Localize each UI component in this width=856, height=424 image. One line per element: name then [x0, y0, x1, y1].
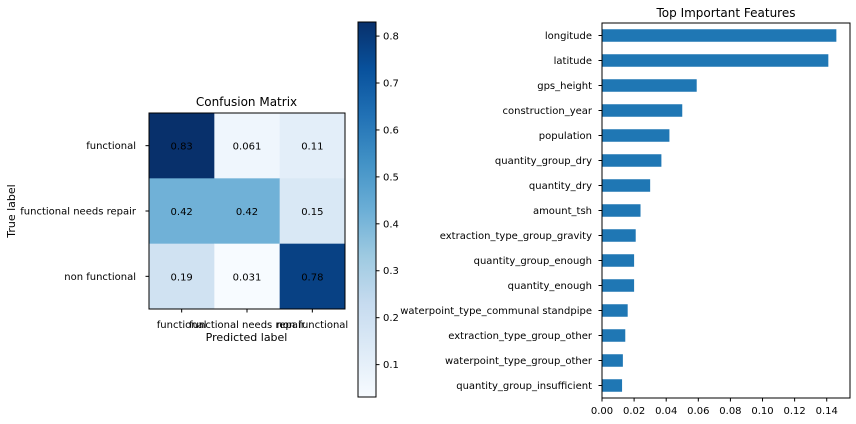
cm-cell	[214, 243, 281, 310]
colorbar-ticks: 0.1 0.2 0.3 0.4 0.5 0.6 0.7 0.8	[376, 32, 399, 371]
confusion-matrix-chart: Confusion Matrix 0.83 0.061 0.110.42 0.42 0.…	[5, 95, 348, 344]
cm-cell	[279, 178, 346, 245]
fi-y-tick-label: extraction_type_group_gravity	[440, 231, 592, 242]
fi-bar	[602, 354, 623, 367]
colorbar-tick-label: 0.2	[383, 313, 399, 324]
fi-x-tick-label: 0.14	[816, 406, 838, 417]
colorbar-tick-label: 0.3	[383, 266, 399, 277]
cm-cell	[149, 178, 215, 245]
fi-y-tick-label: quantity_group_insufficient	[456, 381, 592, 392]
colorbar-tick-label: 0.6	[383, 125, 399, 136]
fi-bar	[602, 79, 697, 92]
fi-y-tick-label: quantity_dry	[529, 181, 592, 192]
fi-bar	[602, 379, 623, 392]
fi-bars	[602, 29, 837, 392]
cm-cell	[214, 178, 281, 245]
cm-cell-value: 0.031	[233, 272, 262, 283]
fi-y-tick-label: amount_tsh	[533, 206, 592, 217]
cm-cell-value: 0.061	[233, 142, 262, 153]
colorbar-tick-label: 0.4	[383, 219, 399, 230]
cm-cell-value: 0.11	[301, 142, 323, 153]
fi-x-tick-label: 0.12	[783, 406, 805, 417]
fi-y-ticks: longitude latitude gps_height construction_…	[400, 31, 602, 392]
cm-title: Confusion Matrix	[196, 95, 297, 109]
cm-xlabel: Predicted label	[206, 331, 288, 344]
fi-bar	[602, 204, 641, 217]
fi-x-tick-label: 0.08	[719, 406, 741, 417]
fi-y-tick-label: longitude	[545, 31, 592, 42]
fi-x-tick-label: 0.02	[623, 406, 645, 417]
fi-bar	[602, 179, 651, 192]
fi-bar	[602, 254, 635, 267]
cm-cell-value: 0.19	[171, 272, 193, 283]
fi-title: Top Important Features	[656, 6, 796, 20]
cm-y-tick-label: non functional	[64, 272, 136, 283]
colorbar-gradient	[357, 21, 377, 398]
fi-y-tick-label: population	[539, 131, 592, 142]
colorbar: 0.1 0.2 0.3 0.4 0.5 0.6 0.7 0.8	[357, 21, 399, 398]
cm-cell	[279, 113, 346, 179]
cm-x-tick-label: functional	[157, 320, 207, 331]
cm-cell	[214, 113, 281, 179]
fi-bar	[602, 104, 683, 117]
fi-x-tick-label: 0.10	[751, 406, 773, 417]
colorbar-tick-label: 0.5	[383, 172, 399, 183]
colorbar-tick-label: 0.7	[383, 79, 399, 90]
cm-x-tick-label: functional needs repair	[189, 320, 306, 331]
cm-cell-value: 0.83	[171, 142, 193, 153]
cm-y-tick-label: functional needs repair	[20, 207, 137, 218]
cm-cell	[149, 113, 215, 179]
fi-bar	[602, 54, 829, 67]
fi-x-tick-label: 0.00	[591, 406, 613, 417]
fi-y-tick-label: quantity_group_dry	[495, 156, 592, 167]
fi-y-tick-label: latitude	[554, 56, 592, 67]
cm-y-tick-label: functional	[86, 141, 136, 152]
cm-ylabel: True label	[5, 184, 18, 238]
cm-cell-value: 0.78	[301, 272, 323, 283]
cm-cell-value: 0.15	[301, 207, 323, 218]
fi-x-tick-label: 0.04	[655, 406, 677, 417]
colorbar-tick-label: 0.1	[383, 360, 399, 371]
fi-y-tick-label: waterpoint_type_communal standpipe	[400, 306, 592, 317]
cm-cell	[279, 243, 346, 310]
fi-x-tick-label: 0.06	[687, 406, 709, 417]
cm-cells: 0.83 0.061 0.11 0.42 0.42 0.15 0.19 0.031 0.78	[149, 113, 346, 310]
fi-bar	[602, 229, 636, 242]
cm-cell-value: 0.42	[171, 207, 193, 218]
fi-bar	[602, 129, 670, 142]
fi-bar	[602, 329, 626, 342]
cm-x-tick-label: non functional	[276, 320, 348, 331]
cm-cell	[149, 243, 215, 310]
fi-bar	[602, 29, 837, 42]
fi-bar	[602, 279, 635, 292]
feature-importance-chart: Top Important Features longitude latitude…	[400, 6, 851, 417]
fi-y-tick-label: extraction_type_group_other	[448, 331, 593, 342]
fi-y-tick-label: construction_year	[503, 106, 593, 117]
fi-y-tick-label: quantity_enough	[508, 281, 592, 292]
colorbar-tick-label: 0.8	[383, 32, 399, 43]
fi-y-tick-label: waterpoint_type_group_other	[445, 356, 593, 367]
fi-bar	[602, 304, 628, 317]
fi-bar	[602, 154, 662, 167]
fi-y-tick-label: quantity_group_enough	[474, 256, 592, 267]
cm-y-ticks: functional functional needs repair non fun…	[20, 141, 149, 283]
fi-y-tick-label: gps_height	[537, 81, 592, 92]
cm-cell-value: 0.42	[236, 207, 258, 218]
fi-x-ticks: 0.00 0.02 0.04 0.06 0.08 0.10 0.12 0.14	[591, 398, 838, 417]
